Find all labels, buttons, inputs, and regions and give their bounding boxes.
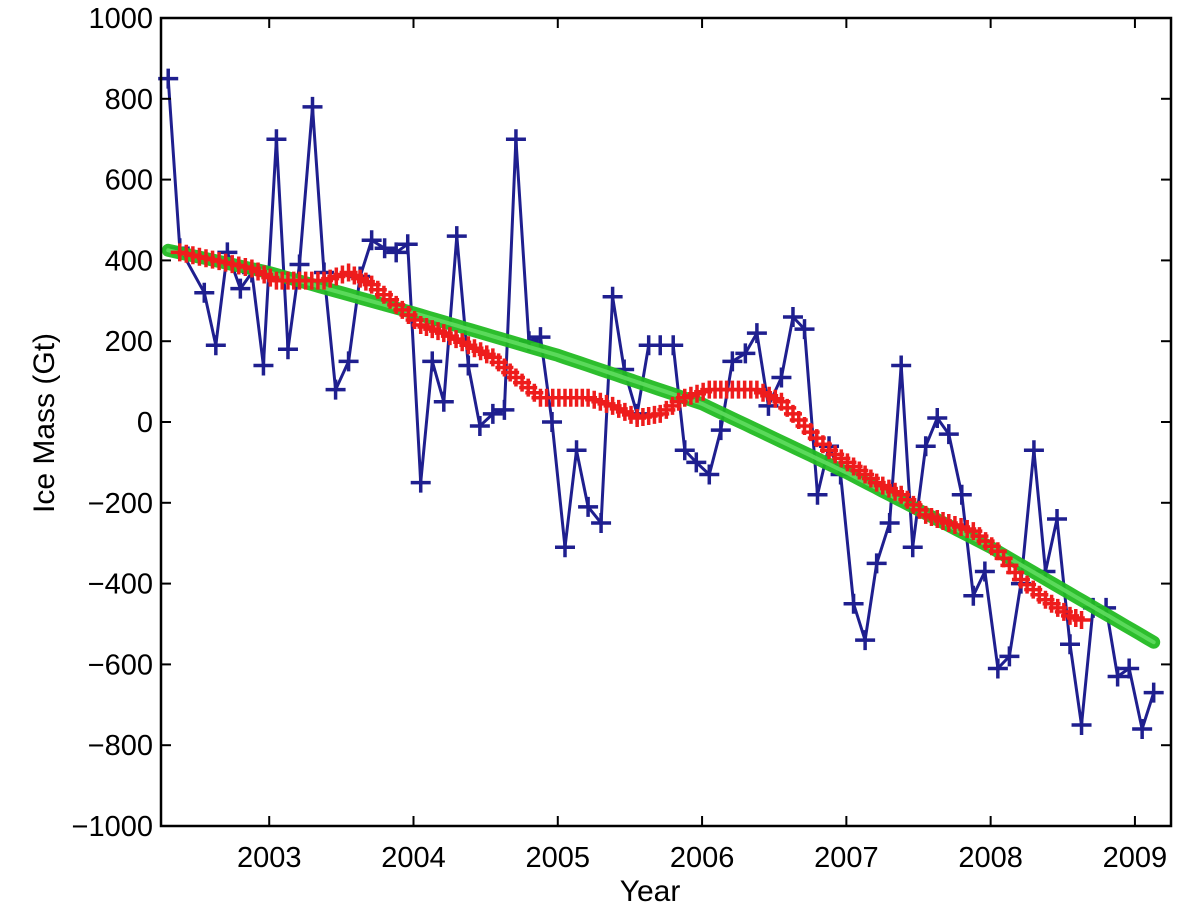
monthly-point [663,335,684,356]
monthly-point [722,351,743,372]
monthly-point [686,452,707,473]
monthly-point [999,646,1020,667]
monthly-point [374,238,395,259]
monthly-point [710,420,731,441]
y-tick-label: 600 [105,165,153,197]
monthly-point [1107,666,1128,687]
monthly-point [230,278,251,299]
x-tick-label: 2007 [814,842,879,874]
monthly-point [205,335,226,356]
monthly-point [397,234,418,255]
monthly-point [771,367,792,388]
monthly-point [746,323,767,344]
y-tick-label: 200 [105,326,153,358]
monthly-point [446,226,467,247]
plot-layer [158,68,1164,740]
monthly-point [794,319,815,340]
monthly-point [433,391,454,412]
monthly-point [338,351,359,372]
monthly-point [1119,658,1140,679]
x-tick-label: 2009 [1103,842,1168,874]
monthly-point [194,282,215,303]
monthly-point [1071,715,1092,735]
monthly-point [277,339,298,360]
monthly-point [602,286,623,307]
y-tick-label: −800 [88,730,153,762]
monthly-point [361,230,382,251]
monthly-point [566,440,587,461]
smoothed-point [1072,610,1091,629]
monthly-point [1023,440,1044,461]
y-tick-label: 0 [137,407,153,439]
monthly-point [735,343,756,364]
monthly-point [578,496,599,517]
y-tick-label: −600 [88,649,153,681]
series-1 [170,243,1091,629]
x-tick-label: 2005 [526,842,591,874]
monthly-point [782,306,803,327]
y-tick-label: −400 [88,569,153,601]
monthly-point [674,440,695,461]
monthly-point [591,513,612,533]
x-tick-label: 2004 [381,842,446,874]
x-tick-label: 2003 [237,842,302,874]
monthly-point [458,355,479,376]
monthly-point [963,585,984,606]
monthly-point [902,537,923,558]
monthly-point [386,242,407,263]
monthly-point [866,553,887,574]
monthly-point [325,379,346,400]
monthly-point [1047,508,1068,529]
monthly-point [266,129,287,150]
monthly-point [974,561,995,582]
y-tick-label: 800 [105,84,153,116]
monthly-point [1060,634,1080,655]
monthly-point [422,351,443,372]
monthly-point [289,254,310,275]
series-0 [158,68,1164,740]
monthly-point [505,129,526,150]
monthly-point [843,593,864,614]
y-tick-label: 1000 [88,3,153,35]
monthly-point [482,403,503,424]
monthly-point [542,412,563,432]
y-tick-label: −1000 [72,811,153,843]
y-axis-title: Ice Mass (Gt) [28,333,61,513]
x-tick-label: 2006 [670,842,735,874]
monthly-point [494,399,515,420]
monthly-point [927,407,948,428]
y-tick-label: 400 [105,245,153,277]
monthly-point [938,424,959,445]
monthly-point [915,436,936,457]
axes-layer: −1000 −800 −600 −400 −200 0 200 400 600 800 1000 20… [72,3,1173,874]
monthly-point [302,96,323,117]
monthly-point [987,658,1008,679]
x-tick-label: 2008 [958,842,1023,874]
monthly-point [1143,682,1164,703]
monthly-point [951,484,972,505]
monthly-point [1132,719,1153,740]
y-tick-label: −200 [88,488,153,520]
monthly-point [855,630,876,651]
x-axis-title: Year [620,875,681,908]
monthly-point [555,537,575,558]
monthly-point [807,484,828,505]
monthly-point [879,513,900,533]
monthly-point [253,355,274,376]
monthly-point [891,355,912,376]
monthly-point [699,464,720,485]
monthly-point [469,416,490,437]
monthly-point [410,472,431,493]
